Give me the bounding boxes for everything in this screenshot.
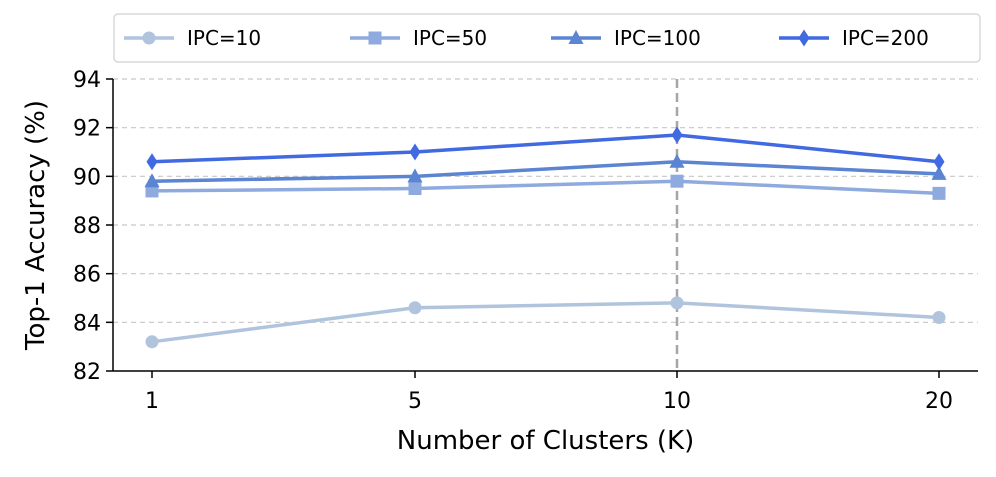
data-point [932,310,946,324]
data-point [670,174,684,188]
series-line [151,301,940,344]
series-ipc-100 [144,153,947,188]
legend-entry: IPC=10 [124,26,261,50]
y-tick-label: 90 [73,165,101,190]
legend-label: IPC=200 [842,26,929,50]
legend-label: IPC=50 [413,26,487,50]
legend-entry: IPC=50 [350,26,487,50]
legend-marker [368,31,382,45]
x-tick-label: 5 [408,389,422,414]
data-point [145,184,159,198]
data-point [670,296,684,310]
legend-label: IPC=10 [187,26,261,50]
data-point [146,153,158,171]
series-line [151,179,940,196]
legend: IPC=10 IPC=50 IPC=100 IPC=200 [113,13,981,63]
legend-marker [142,31,156,45]
data-point [145,335,159,349]
data-point [408,301,422,315]
legend-entry: IPC=200 [779,26,929,50]
x-tick-label: 1 [145,389,159,414]
data-point [409,143,421,161]
legend-marker [568,30,584,44]
data-point [669,153,685,168]
y-axis-label: Top-1 Accuracy (%) [21,100,51,351]
data-point [932,186,946,200]
data-point [931,165,947,180]
x-axis-label: Number of Clusters (K) [397,426,694,456]
data-point [671,126,683,144]
axes: 82 84 86 88 90 92 94 1 5 10 20 [73,68,978,414]
legend-marker [798,29,810,47]
y-tick-label: 92 [73,117,101,142]
series-ipc-10 [145,296,946,349]
data-point [407,168,423,183]
series-layer [144,126,947,349]
series-ipc-50 [145,174,946,200]
data-point [408,182,422,195]
data-point [933,153,945,171]
x-tick-label: 20 [925,389,953,414]
data-point [144,173,160,188]
y-tick-label: 86 [73,263,101,288]
x-tick-label: 10 [663,389,691,414]
legend-box [113,13,981,63]
y-tick-label: 94 [73,68,101,93]
legend-entry: IPC=100 [551,26,701,50]
series-line [151,159,940,183]
legend-label: IPC=100 [614,26,701,50]
y-tick-label: 88 [73,214,101,239]
y-tick-label: 82 [73,360,101,385]
series-ipc-200 [146,126,945,171]
grid-lines [113,78,978,323]
series-line [151,133,940,164]
y-tick-label: 84 [73,311,101,336]
